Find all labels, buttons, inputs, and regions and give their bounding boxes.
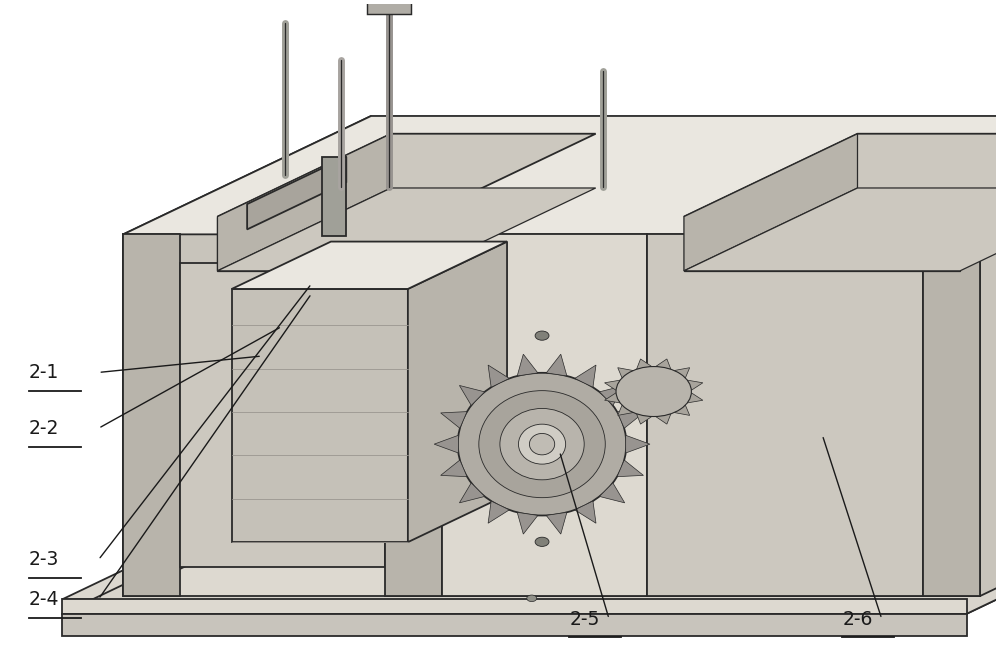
Polygon shape [441, 412, 467, 428]
Polygon shape [684, 216, 960, 271]
Polygon shape [123, 478, 1000, 596]
Polygon shape [617, 412, 643, 428]
Polygon shape [647, 234, 923, 596]
Circle shape [535, 537, 549, 546]
Polygon shape [62, 472, 1000, 614]
Polygon shape [684, 134, 1000, 216]
Ellipse shape [500, 408, 584, 480]
Polygon shape [459, 386, 485, 406]
Polygon shape [322, 157, 346, 236]
Circle shape [527, 595, 537, 601]
Polygon shape [605, 393, 620, 403]
Polygon shape [488, 365, 509, 387]
Text: 2-5: 2-5 [569, 609, 600, 629]
Ellipse shape [479, 391, 605, 498]
Polygon shape [618, 368, 633, 378]
Text: 2-2: 2-2 [29, 419, 59, 438]
Polygon shape [247, 157, 346, 229]
Polygon shape [626, 436, 650, 453]
Polygon shape [62, 472, 1000, 614]
Ellipse shape [458, 373, 626, 515]
Polygon shape [517, 512, 538, 534]
Polygon shape [674, 368, 690, 378]
Polygon shape [123, 116, 371, 596]
Polygon shape [459, 483, 485, 503]
Polygon shape [637, 414, 652, 424]
Polygon shape [385, 234, 442, 596]
Polygon shape [923, 234, 980, 596]
Polygon shape [599, 483, 625, 503]
Text: 2-4: 2-4 [29, 590, 59, 609]
Polygon shape [656, 414, 671, 424]
Polygon shape [687, 393, 703, 403]
Polygon shape [123, 116, 1000, 234]
Polygon shape [674, 405, 690, 416]
Polygon shape [617, 460, 643, 477]
Circle shape [535, 331, 549, 340]
Polygon shape [442, 234, 647, 596]
Polygon shape [546, 512, 567, 534]
Polygon shape [123, 234, 980, 596]
Text: 2-1: 2-1 [29, 363, 59, 382]
Text: 2-3: 2-3 [29, 550, 59, 569]
Polygon shape [517, 354, 538, 376]
Polygon shape [217, 216, 422, 271]
Polygon shape [618, 405, 633, 416]
Polygon shape [605, 380, 620, 390]
Polygon shape [434, 436, 458, 453]
Polygon shape [599, 386, 625, 406]
Ellipse shape [518, 424, 566, 464]
Polygon shape [232, 242, 507, 289]
FancyBboxPatch shape [367, 0, 411, 14]
Polygon shape [656, 359, 671, 369]
Polygon shape [180, 263, 385, 567]
Polygon shape [62, 599, 967, 614]
Polygon shape [408, 242, 507, 542]
Polygon shape [575, 365, 596, 387]
Polygon shape [441, 460, 467, 477]
Polygon shape [488, 501, 509, 523]
Polygon shape [217, 134, 391, 271]
Polygon shape [684, 134, 857, 271]
Polygon shape [637, 359, 652, 369]
Polygon shape [546, 354, 567, 376]
Ellipse shape [529, 434, 555, 455]
Polygon shape [62, 614, 967, 635]
Polygon shape [123, 234, 180, 596]
Polygon shape [575, 501, 596, 523]
Polygon shape [217, 188, 596, 271]
Polygon shape [684, 188, 1000, 271]
Polygon shape [687, 380, 703, 390]
Polygon shape [217, 134, 596, 216]
Polygon shape [62, 458, 1000, 599]
Circle shape [616, 366, 691, 416]
Polygon shape [980, 116, 1000, 596]
Text: 2-6: 2-6 [842, 609, 872, 629]
Polygon shape [232, 289, 408, 542]
